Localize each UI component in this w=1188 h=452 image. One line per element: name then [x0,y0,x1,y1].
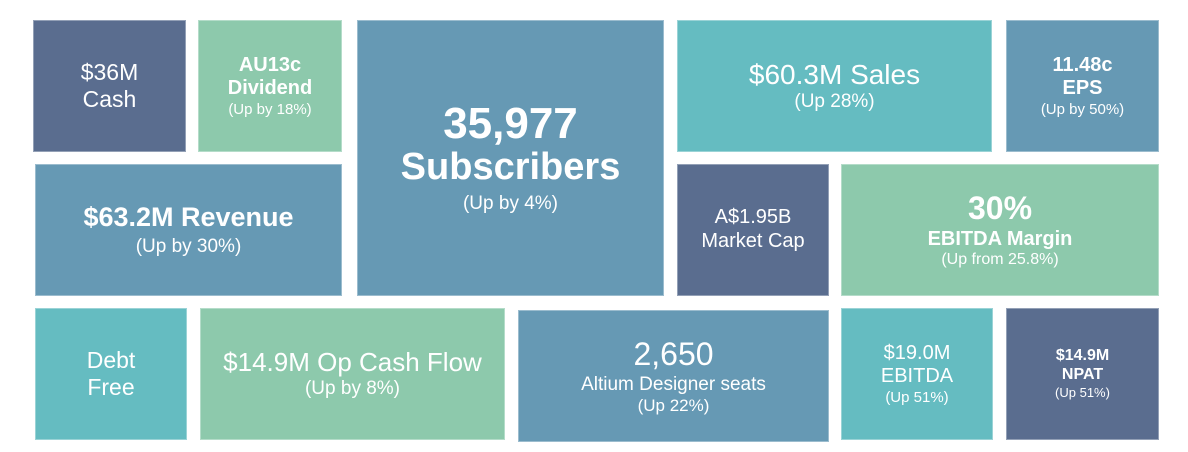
market-cap-label: Market Cap [701,230,805,252]
ebitda-value: $19.0M [883,341,951,364]
eps-label: EPS [1062,77,1103,100]
revenue-change: (Up by 30%) [135,235,242,257]
dividend-label: Dividend [227,77,313,100]
tile-ebitda: $19.0M EBITDA (Up 51%) [841,308,993,440]
tile-ebitda-margin: 30% EBITDA Margin (Up from 25.8%) [841,164,1159,296]
altium-seats-label: Altium Designer seats [581,373,766,395]
eps-value: 11.48c [1052,53,1113,76]
dividend-value: AU13c [238,53,302,76]
tile-subscribers: 35,977 Subscribers (Up by 4%) [357,20,664,296]
tile-revenue: $63.2M Revenue (Up by 30%) [35,164,342,296]
sales-value: $60.3M Sales [748,59,921,91]
cash-value: $36M [80,58,139,85]
tile-dividend: AU13c Dividend (Up by 18%) [198,20,342,152]
tile-altium-seats: 2,650 Altium Designer seats (Up 22%) [518,310,829,442]
tile-eps: 11.48c EPS (Up by 50%) [1006,20,1159,152]
ebitda-label: EBITDA [880,365,954,388]
tile-op-cash-flow: $14.9M Op Cash Flow (Up by 8%) [200,308,505,440]
dividend-change: (Up by 18%) [228,100,312,118]
eps-change: (Up by 50%) [1040,100,1125,118]
subscribers-label: Subscribers [400,145,621,188]
tile-debt-free: Debt Free [35,308,187,440]
tile-market-cap: A$1.95B Market Cap [677,164,829,296]
revenue-value: $63.2M Revenue [83,201,294,232]
npat-label: NPAT [1061,366,1104,384]
ebitda-change: (Up 51%) [885,388,949,406]
ebitda-margin-change: (Up from 25.8%) [941,251,1059,269]
ebitda-margin-label: EBITDA Margin [927,227,1073,250]
altium-seats-value: 2,650 [633,335,714,372]
subscribers-value: 35,977 [443,98,578,148]
tile-sales: $60.3M Sales (Up 28%) [677,20,992,152]
npat-change: (Up 51%) [1055,385,1110,401]
debt-free-line1: Debt [86,346,136,373]
npat-value: $14.9M [1055,347,1110,365]
debt-free-line2: Free [87,374,135,400]
tile-npat: $14.9M NPAT (Up 51%) [1006,308,1159,440]
cash-label: Cash [82,86,137,112]
tile-cash: $36M Cash [33,20,186,152]
sales-change: (Up 28%) [794,91,875,113]
op-cash-flow-change: (Up by 8%) [304,378,401,400]
subscribers-change: (Up by 4%) [462,192,559,214]
altium-seats-change: (Up 22%) [637,396,710,416]
ebitda-margin-value: 30% [967,189,1033,226]
op-cash-flow-value: $14.9M Op Cash Flow [223,347,482,378]
market-cap-value: A$1.95B [714,206,792,229]
